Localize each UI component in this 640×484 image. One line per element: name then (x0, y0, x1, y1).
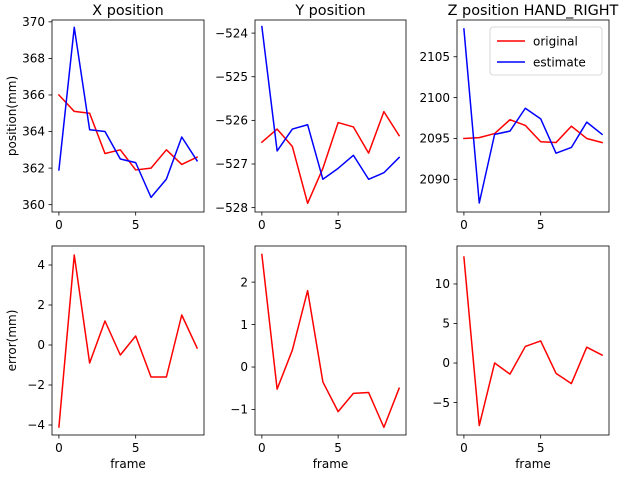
legend-label-estimate: estimate (533, 55, 586, 69)
subplot-2-xtick-label: 0 (258, 218, 266, 232)
subplot-4-xtick-label: 0 (55, 441, 63, 455)
subplot-4-ytick-label: 4 (37, 258, 45, 272)
subplot-1-ylabel: position(mm) (5, 76, 19, 156)
subplot-6-xtick-label: 0 (460, 441, 468, 455)
subplot-1-ytick-label: 366 (22, 88, 45, 102)
subplot-2-ytick-label: −525 (215, 70, 248, 84)
subplot-4-ytick-label: −4 (27, 418, 45, 432)
subplot-5-xtick-label: 0 (258, 441, 266, 455)
subplot-1-title: X position (92, 3, 163, 19)
subplot-2-frame (254, 19, 407, 213)
subplot-5-ytick-label: 0 (240, 360, 248, 374)
subplot-4-ytick-label: 0 (37, 338, 45, 352)
subplot-2-ytick-label: −524 (215, 26, 248, 40)
subplot-2-title: Y position (294, 3, 365, 19)
subplot-3-series-estimate (463, 28, 604, 204)
subplot-4-frame (51, 245, 205, 436)
subplot-3-title: Z position HAND_RIGHT (448, 3, 619, 19)
subplot-2-series-estimate (261, 25, 401, 181)
subplot-3-xtick-label: 5 (537, 218, 545, 232)
subplot-6-ytick-label: 10 (435, 277, 450, 291)
subplot-1-ytick-label: 364 (22, 125, 45, 139)
subplot-6-xlabel: frame (515, 457, 551, 471)
subplot-2-xtick-label: 5 (334, 218, 342, 232)
subplot-1-ytick-label: 360 (22, 198, 45, 212)
subplot-5-series-line-1 (261, 253, 401, 429)
subplot-1-series-estimate (58, 26, 199, 199)
subplot-1-ytick-label: 362 (22, 161, 45, 175)
subplot-6-xtick-label: 5 (537, 441, 545, 455)
subplot-4-ytick-label: 2 (37, 298, 45, 312)
subplot-1-ytick-label: 370 (22, 15, 45, 29)
legend-label-original: original (533, 34, 578, 48)
subplot-1-ytick-label: 368 (22, 52, 45, 66)
subplot-1-frame (51, 19, 205, 213)
subplot-3-series-original (463, 118, 604, 144)
subplot-1-xtick-label: 0 (55, 218, 63, 232)
subplot-3-frame (456, 19, 610, 213)
subplot-3-ytick-label: 2095 (419, 132, 450, 146)
subplot-3-ytick-label: 2090 (419, 173, 450, 187)
subplot-3-xtick-label: 0 (460, 218, 468, 232)
subplot-4-xtick-label: 5 (132, 441, 140, 455)
subplot-2-ytick-label: −527 (215, 157, 248, 171)
subplot-5-ytick-label: −1 (230, 403, 248, 417)
subplot-5-ytick-label: 1 (240, 318, 248, 332)
legend-box (489, 26, 603, 76)
subplot-6-ytick-label: −5 (432, 396, 450, 410)
subplot-6-series-line-1 (463, 256, 604, 427)
subplot-2-series-original (260, 110, 401, 205)
subplot-6-frame (456, 245, 610, 436)
subplot-4-series-line-1 (58, 254, 199, 428)
subplot-3-ytick-label: 2105 (419, 50, 450, 64)
subplot-5-xtick-label: 5 (334, 441, 342, 455)
subplot-6-ytick-label: 0 (442, 356, 450, 370)
subplot-4-xlabel: frame (110, 457, 146, 471)
subplot-5-xlabel: frame (313, 457, 349, 471)
subplot-3-ytick-label: 2100 (419, 91, 450, 105)
subplot-5-ytick-label: 2 (240, 275, 248, 289)
subplot-4-ylabel: error(mm) (5, 310, 19, 372)
subplot-6-ytick-label: 5 (442, 317, 450, 331)
subplot-2-ytick-label: −528 (215, 201, 248, 215)
subplot-4-ytick-label: −2 (27, 378, 45, 392)
subplot-1-xtick-label: 5 (132, 218, 140, 232)
subplot-2-ytick-label: −526 (215, 114, 248, 128)
subplot-5-frame (254, 245, 407, 436)
